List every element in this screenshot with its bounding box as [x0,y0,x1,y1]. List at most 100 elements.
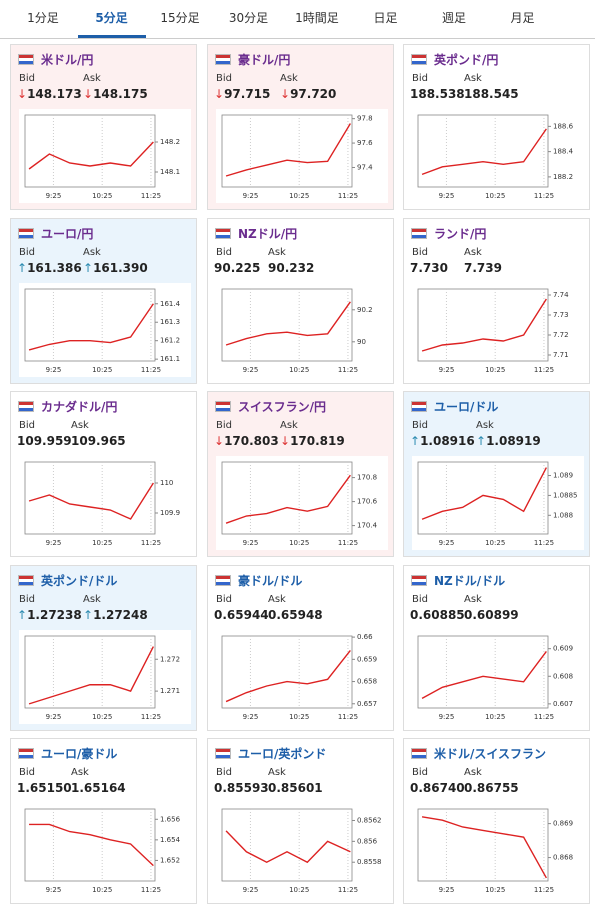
ask-label: Ask [83,246,101,258]
ask-value: ↓97.720 [280,87,336,101]
plot-frame [417,114,549,188]
plot-frame [417,808,549,882]
bid-label: Bid [216,246,232,258]
y-tick-label: 170.4 [357,522,378,530]
bid-number: 0.65944 [214,607,269,622]
x-tick-label: 10:25 [92,192,112,200]
plot-frame [221,114,353,188]
tab[interactable]: 日足 [373,11,398,25]
pair-name: NZドル/円 [238,226,298,241]
x-tick-label: 11:25 [141,192,161,200]
y-tick-label: 97.8 [357,115,373,123]
ask-number: 0.85601 [268,781,323,795]
pair-name: 米ドル/スイスフラン [434,747,547,761]
pair-name: スイスフラン/円 [238,400,327,414]
tab[interactable]: 週足 [441,11,466,25]
pair-name: カナダドル/円 [41,400,118,414]
tab[interactable]: 30分足 [228,11,269,25]
bid-number: 161.386 [27,260,82,275]
price-line [225,123,351,177]
bid-label: Bid [412,420,428,431]
x-tick-label: 11:25 [534,713,554,721]
tab[interactable]: 1分足 [27,11,59,25]
x-tick-label: 11:25 [141,886,161,894]
y-tick-label: 97.6 [357,139,373,147]
ask-label: Ask [464,246,482,258]
rate-card[interactable]: 豪ドル/円 Bid Ask ↓97.715 ↓97.720 9:25 10:25 11:25 9… [207,44,394,210]
change-arrow: ↑ [17,260,28,275]
x-tick-label: 9:25 [439,192,455,200]
rate-card[interactable]: 英ポンド/円 Bid Ask 188.538 188.545 9:25 10:25 11:25… [403,44,590,210]
x-tick-label: 9:25 [439,366,455,374]
mini-chart: 9:25 10:25 11:25 97.4 97.6 97.8 [216,109,388,203]
rate-card[interactable]: 米ドル/スイスフラン Bid Ask 0.86740 0.86755 9:25 10:25 1… [403,738,590,904]
ask-label: Ask [464,767,482,778]
bid-value: 7.730 [410,261,448,275]
bid-label: Bid [19,767,35,778]
rate-card[interactable]: 米ドル/円 Bid Ask ↓148.173 ↓148.175 9:25 10:25 11:2… [10,44,197,210]
price-line [28,482,154,520]
x-tick-label: 10:25 [92,366,112,374]
rate-card[interactable]: スイスフラン/円 Bid Ask ↓170.803 ↓170.819 9:25 10:25 1… [207,391,394,557]
y-tick-label: 0.869 [553,820,573,828]
y-tick-label: 1.654 [160,836,181,844]
y-tick-label: 188.2 [553,173,573,181]
rate-card[interactable]: ユーロ/豪ドル Bid Ask 1.65150 1.65164 9:25 10:25 11:2… [10,738,197,904]
x-tick-label: 11:25 [534,886,554,894]
ask-value: ↑1.08919 [476,434,541,448]
pair-name: ランド/円 [434,226,487,241]
ask-value: ↓148.175 [83,87,148,101]
rate-card[interactable]: ユーロ/ドル Bid Ask ↑1.08916 ↑1.08919 9:25 10:25 11:… [403,391,590,557]
y-tick-label: 1.272 [160,655,180,663]
y-tick-label: 148.1 [160,168,180,176]
y-tick-label: 161.4 [160,299,181,307]
bid-value: 90.225 [214,261,260,275]
ask-number: 1.08919 [486,434,541,448]
bid-value: 188.538 [410,87,465,101]
rate-card[interactable]: ランド/円 Bid Ask 7.730 7.739 9:25 10:25 11:25 7.71 7… [403,217,590,384]
tab[interactable]: 月足 [510,11,535,25]
bid-label: Bid [19,593,35,605]
y-tick-label: 188.4 [553,148,574,156]
ask-number: 97.720 [290,87,337,101]
y-tick-label: 1.652 [160,856,180,864]
rate-card[interactable]: ユーロ/英ポンド Bid Ask 0.85593 0.85601 9:25 10:25 11:… [207,738,394,904]
mini-chart: 9:25 10:25 11:25 7.71 7.72 7.73 7.74 [412,282,584,377]
rate-card[interactable]: カナダドル/円 Bid Ask 109.959 109.965 9:25 10:25 11:2… [10,391,197,557]
x-tick-label: 11:25 [141,713,161,721]
x-tick-label: 11:25 [338,192,358,200]
ask-label: Ask [280,73,298,84]
ask-value: 1.65164 [71,781,126,795]
y-tick-label: 188.6 [553,122,574,130]
price-line [421,650,547,699]
tab[interactable]: 5分足 [77,0,146,38]
tab[interactable]: 1時間足 [295,11,339,25]
price-line [225,830,351,864]
x-tick-label: 9:25 [439,713,455,721]
x-tick-label: 9:25 [243,713,259,721]
pair-name: NZドル/ドル [434,573,506,588]
rate-card[interactable]: 英ポンド/ドル Bid Ask ↑1.27238 ↑1.27248 9:25 10:25 11… [10,564,197,731]
bid-number: 1.08916 [420,434,475,448]
ask-number: 161.390 [93,260,148,275]
y-tick-label: 1.088 [553,511,573,519]
bid-value: 0.86740 [410,781,465,795]
y-tick-label: 1.271 [160,687,180,695]
price-line [225,300,351,346]
bid-value: ↓148.173 [17,87,82,101]
rate-card[interactable]: NZドル/円 Bid Ask 90.225 90.232 9:25 10:25 11:25 90… [207,217,394,384]
tab[interactable]: 15分足 [160,11,200,25]
y-tick-label: 0.659 [357,655,377,663]
mini-chart: 9:25 10:25 11:25 90 90.2 [216,282,388,377]
rate-card[interactable]: ユーロ/円 Bid Ask ↑161.386 ↑161.390 9:25 10:25 11:2… [10,217,197,384]
y-tick-label: 161.2 [160,336,180,344]
rate-card[interactable]: 豪ドル/ドル Bid Ask 0.65944 0.65948 9:25 10:25 11:25… [207,564,394,731]
rate-card[interactable]: NZドル/ドル Bid Ask 0.60885 0.60899 9:25 10:25 11:2… [403,564,590,731]
x-tick-label: 9:25 [46,192,62,200]
y-tick-label: 161.3 [160,318,180,326]
ask-value: 0.85601 [268,781,323,795]
mini-chart: 9:25 10:25 11:25 161.1 161.2 161.3 161.4 [19,282,191,377]
plot-frame [24,808,156,882]
x-tick-label: 10:25 [289,539,309,547]
